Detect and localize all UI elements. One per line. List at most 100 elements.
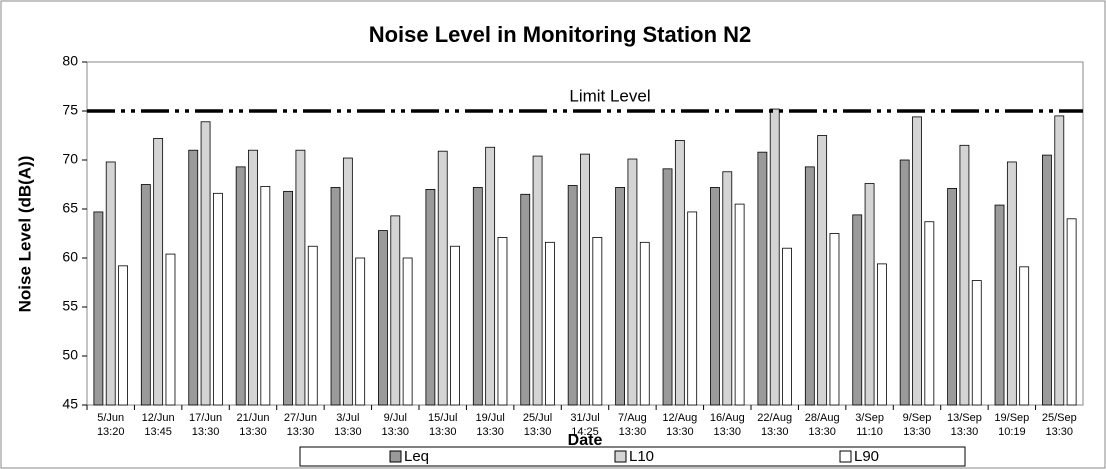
bar [200,121,211,406]
bar [1019,266,1030,406]
bar [1054,115,1065,406]
limit-label: Limit Level [569,86,650,105]
bar [710,187,720,406]
bar [402,257,413,406]
bar [782,247,792,406]
x-tick-label: 9/Sep [903,412,932,424]
x-tick-label: 13:45 [144,426,172,438]
bar [899,159,910,406]
x-tick-label: 13:30 [524,426,552,438]
bar [378,230,388,406]
bar [864,183,875,406]
bar [627,158,638,406]
bar [852,214,863,406]
x-tick-label: 25/Jul [523,412,552,424]
bar [687,211,698,406]
x-tick-label: 27/Jun [284,412,317,424]
bar [153,138,164,406]
x-tick-label: 12/Aug [662,412,697,424]
bar [283,190,294,406]
x-tick-label: 13:30 [239,426,267,438]
bar [330,187,341,406]
bar [295,149,306,406]
bar [592,237,603,406]
x-tick-label: 5/Jun [97,412,124,424]
x-tick-label: 12/Jun [142,412,175,424]
x-tick-label: 10:19 [998,426,1026,438]
bar [734,203,745,406]
bar [532,155,543,406]
y-tick-label: 65 [62,200,78,216]
bar [674,139,685,406]
bar [924,221,935,406]
bar [93,211,104,406]
bar [1006,161,1017,406]
bar [722,171,733,406]
legend-swatch [839,450,852,463]
x-tick-label: 13:30 [761,426,789,438]
bar [639,241,650,406]
y-tick-label: 60 [62,249,78,265]
x-tick-label: 3/Jul [336,412,359,424]
x-tick-label: 13:30 [287,426,315,438]
x-tick-label: 13:30 [192,426,220,438]
bar [307,245,318,406]
chart-title: Noise Level in Monitoring Station N2 [369,22,752,47]
x-tick-label: 25/Sep [1042,412,1077,424]
y-tick-label: 50 [62,347,78,363]
bar [497,237,508,406]
bar [959,144,970,406]
bar [769,108,780,406]
x-tick-label: 13:30 [382,426,410,438]
x-tick-label: 19/Jul [475,412,504,424]
legend-swatch [389,450,402,463]
bar [615,187,626,406]
x-tick-label: 15/Jul [428,412,457,424]
y-axis-label: Noise Level (dB(A)) [15,156,34,313]
x-tick-label: 13/Sep [947,412,982,424]
x-tick-label: 13:30 [808,426,836,438]
bar [260,186,271,406]
bar [520,193,531,406]
x-tick-label: 22/Aug [757,412,792,424]
legend-label: L10 [629,448,654,465]
x-tick-label: 13:30 [714,426,742,438]
bar [165,253,176,406]
bar [472,187,483,406]
x-tick-label: 13:30 [666,426,694,438]
x-tick-label: 13:30 [951,426,979,438]
bar [757,151,768,406]
x-tick-label: 3/Sep [855,412,884,424]
bar [425,188,436,406]
y-tick-label: 70 [62,151,78,167]
bar [1042,154,1052,406]
x-tick-label: 17/Jun [189,412,222,424]
bar [355,257,366,406]
bar [140,184,151,406]
x-tick-label: 13:30 [476,426,504,438]
x-tick-label: 9/Jul [384,412,407,424]
bar [567,185,578,406]
legend-swatch [614,450,627,463]
x-tick-label: 13:30 [903,426,931,438]
bar [1066,218,1077,406]
bar [580,153,590,406]
x-tick-label: 11:10 [856,426,883,438]
bar [450,245,460,406]
x-tick-label: 13:30 [429,426,457,438]
x-axis-label: Date [568,432,603,449]
bar [342,157,353,406]
bar [994,204,1005,406]
bar [662,168,673,406]
x-tick-label: 13:30 [334,426,362,438]
y-tick-label: 55 [62,298,78,314]
x-tick-label: 16/Aug [710,412,745,424]
y-tick-label: 75 [62,102,78,118]
legend-label: Leq [404,448,429,465]
legend-box [299,446,966,467]
x-tick-label: 13:30 [1046,426,1074,438]
bar [212,192,223,406]
bar [118,265,128,406]
bar [390,215,401,406]
